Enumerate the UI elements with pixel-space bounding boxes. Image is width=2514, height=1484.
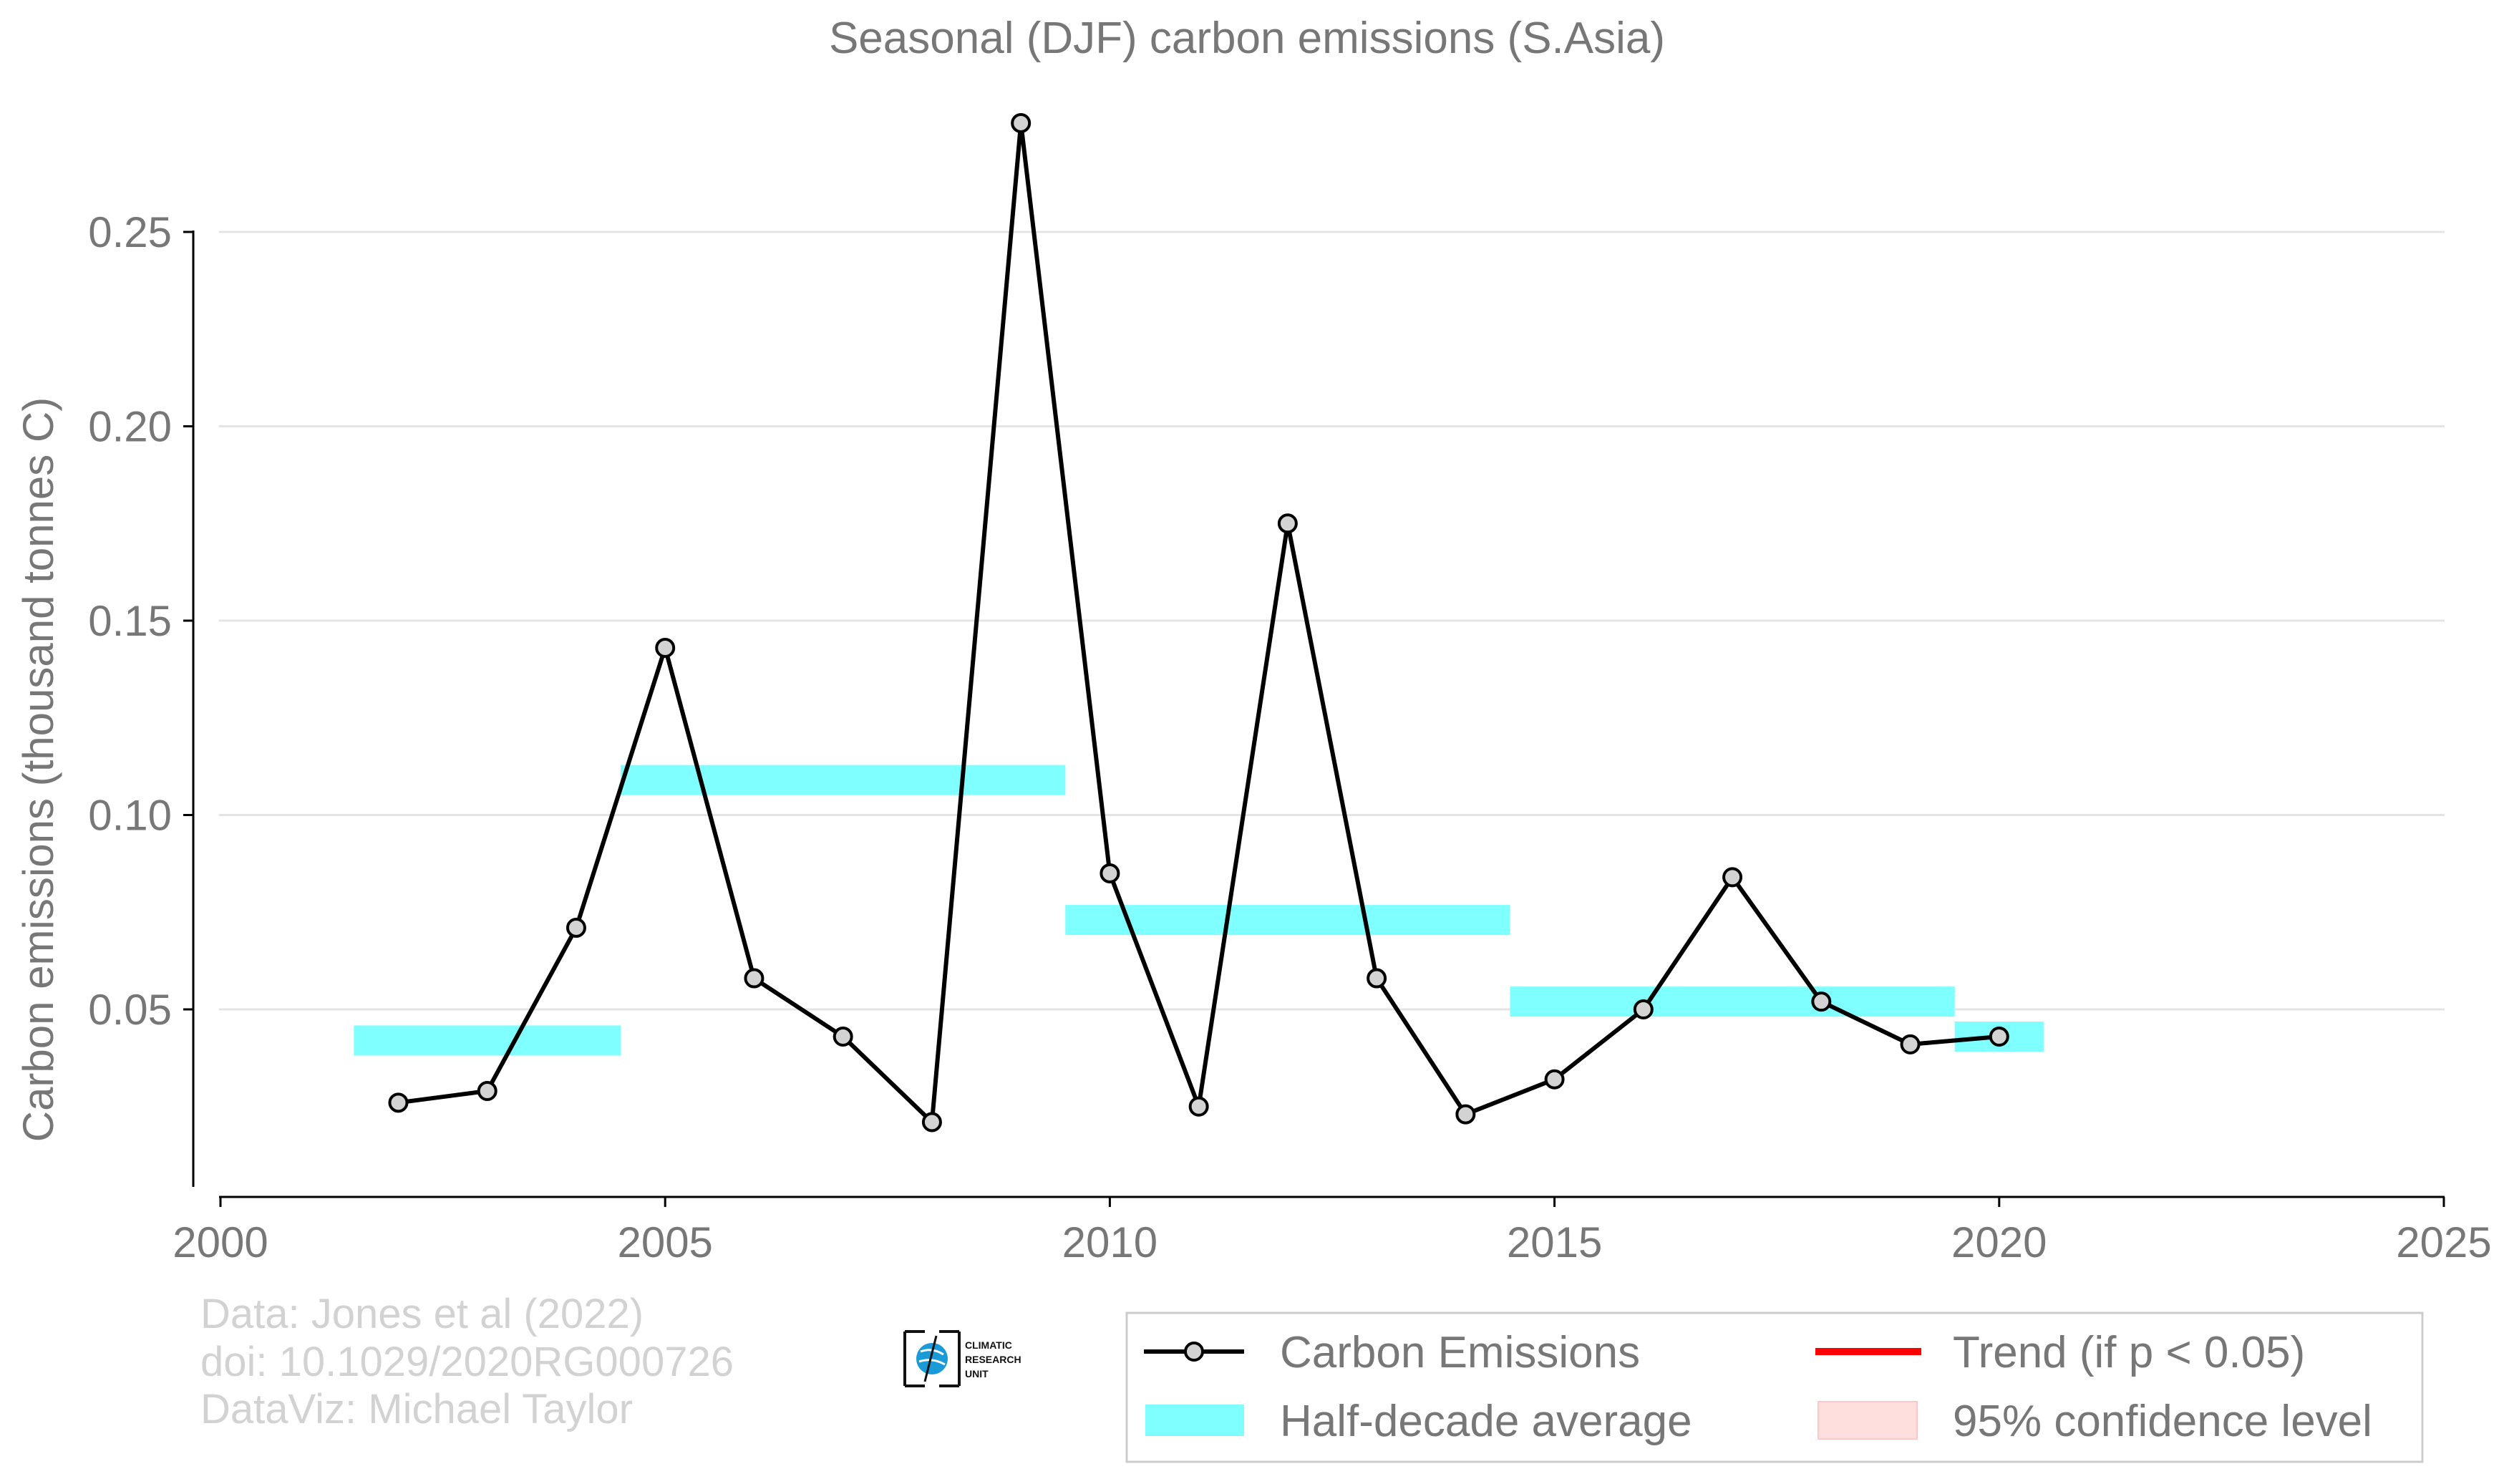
half-decade-band <box>621 765 1066 795</box>
x-tick-label: 2010 <box>1062 1218 1157 1266</box>
logo-text-research: RESEARCH <box>965 1354 1021 1365</box>
legend-swatch-half-decade <box>1145 1405 1244 1436</box>
legend-box <box>1125 1311 2424 1463</box>
credit-dataviz: DataViz: Michael Taylor <box>200 1386 633 1432</box>
data-point <box>388 1092 409 1113</box>
y-tick-label: 0.20 <box>88 403 172 451</box>
data-point <box>1011 112 1032 133</box>
data-point <box>1455 1104 1476 1125</box>
data-point <box>655 638 676 659</box>
legend-label-trend: Trend (if p < 0.05) <box>1953 1328 2305 1377</box>
data-point <box>1367 968 1387 989</box>
y-axis-label: Carbon emissions (thousand tonnes C) <box>14 397 62 1143</box>
data-point <box>1277 513 1298 534</box>
half-decade-band <box>354 1025 621 1056</box>
data-point <box>921 1112 942 1133</box>
credit-doi: doi: 10.1029/2020RG000726 <box>200 1339 734 1385</box>
legend-label-confidence: 95% confidence level <box>1953 1397 2372 1446</box>
series-line-carbon-emissions <box>398 121 2000 1125</box>
data-point <box>1811 991 1832 1012</box>
data-point <box>1544 1069 1565 1090</box>
data-point <box>1633 999 1654 1019</box>
axis-ticks: 0.05 0.10 0.15 0.20 0.25 2000 2005 2010 2015 2020… <box>88 208 2492 1266</box>
logo-text-climatic: CLIMATIC <box>965 1339 1012 1351</box>
data-point <box>1722 867 1743 888</box>
legend-label-half-decade: Half-decade average <box>1280 1397 1692 1446</box>
y-tick-label: 0.25 <box>88 208 172 256</box>
x-tick-label: 2005 <box>617 1218 712 1266</box>
legend-label-carbon-emissions: Carbon Emissions <box>1280 1328 1640 1377</box>
data-point <box>477 1081 498 1102</box>
logo-text-unit: UNIT <box>965 1368 989 1379</box>
data-point <box>1900 1034 1921 1054</box>
legend-swatch-confidence <box>1817 1401 1918 1440</box>
x-tick-label: 2020 <box>1951 1218 2047 1266</box>
y-tick-label: 0.15 <box>88 597 172 645</box>
y-tick-label: 0.10 <box>88 792 172 840</box>
data-point <box>1188 1096 1209 1117</box>
data-point <box>1100 863 1120 883</box>
half-decade-band <box>1510 986 1955 1017</box>
x-tick-label: 2000 <box>173 1218 268 1266</box>
half-decade-band <box>1065 905 1510 936</box>
y-tick-label: 0.05 <box>88 986 172 1034</box>
data-point <box>744 968 765 989</box>
half-decade-bands <box>354 765 2044 1056</box>
legend: Carbon Emissions Trend (if p < 0.05) Hal… <box>1125 1311 2424 1463</box>
x-tick-label: 2025 <box>2396 1218 2491 1266</box>
series-carbon-emissions <box>388 112 2009 1133</box>
credits: Data: Jones et al (2022) doi: 10.1029/20… <box>200 1291 734 1432</box>
x-tick-label: 2015 <box>1507 1218 1602 1266</box>
chart-title: Seasonal (DJF) carbon emissions (S.Asia) <box>829 14 1665 63</box>
data-point <box>566 917 586 938</box>
cru-logo: CLIMATIC RESEARCH UNIT <box>903 1330 1021 1387</box>
credit-data: Data: Jones et al (2022) <box>200 1291 644 1337</box>
gridlines <box>219 231 2445 1011</box>
data-point <box>1989 1027 2009 1047</box>
data-point <box>833 1027 853 1047</box>
legend-marker-carbon-emissions <box>1184 1342 1204 1362</box>
